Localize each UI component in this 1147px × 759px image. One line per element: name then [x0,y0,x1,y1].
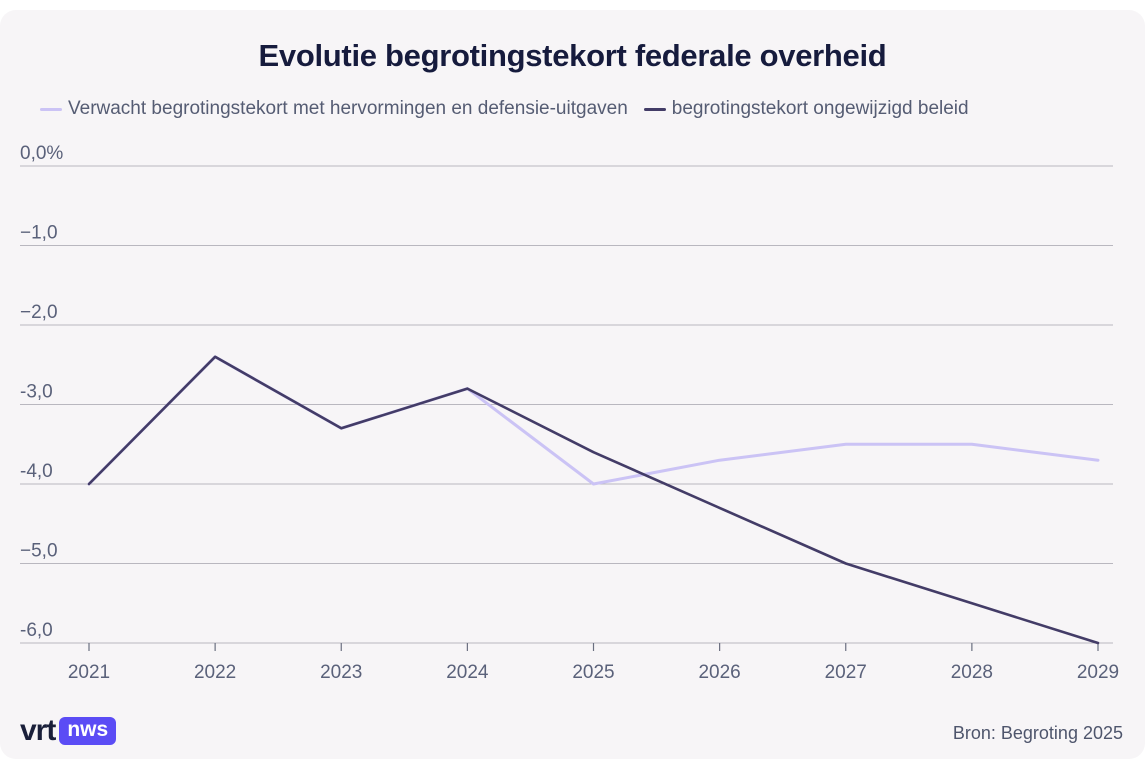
legend-swatch-unchanged-policy [643,107,666,111]
legend-item-reforms[interactable]: Verwacht begrotingstekort met hervorming… [40,98,628,120]
y-tick-label: -6,0 [20,620,53,641]
legend-label-unchanged-policy: begrotingstekort ongewijzigd beleid [671,98,969,119]
chart-card [0,10,1145,759]
source-note: Bron: Begroting 2025 [952,723,1123,743]
x-tick-label: 2021 [68,662,110,683]
chart-legend: Verwacht begrotingstekort met hervorming… [40,97,985,121]
x-tick-label: 2029 [1077,662,1119,683]
vrt-nws-logo: vrt nws [20,714,117,748]
legend-item-unchanged-policy[interactable]: begrotingstekort ongewijzigd beleid [643,98,969,120]
x-tick-label: 2022 [194,662,236,683]
y-tick-label: −5,0 [20,541,58,562]
logo-vrt-text: vrt [20,714,56,747]
legend-label-reforms: Verwacht begrotingstekort met hervorming… [68,98,628,119]
x-tick-label: 2027 [825,662,867,683]
y-tick-label: -4,0 [20,461,53,482]
x-tick-label: 2028 [951,662,993,683]
y-tick-label: −2,0 [20,302,58,323]
series-line-unchanged-policy [87,355,1100,645]
y-tick-label: −1,0 [20,223,58,244]
logo-nws-badge: nws [59,717,117,745]
y-tick-label: -3,0 [20,382,53,403]
legend-swatch-reforms [40,107,62,111]
x-tick-label: 2024 [446,662,489,683]
chart-title: Evolutie begrotingstekort federale overh… [258,38,887,73]
x-tick-label: 2025 [572,662,614,683]
y-tick-label: 0,0% [20,143,63,164]
x-tick-label: 2023 [320,662,362,683]
series-line-reforms [87,355,1100,486]
x-tick-label: 2026 [698,662,740,683]
